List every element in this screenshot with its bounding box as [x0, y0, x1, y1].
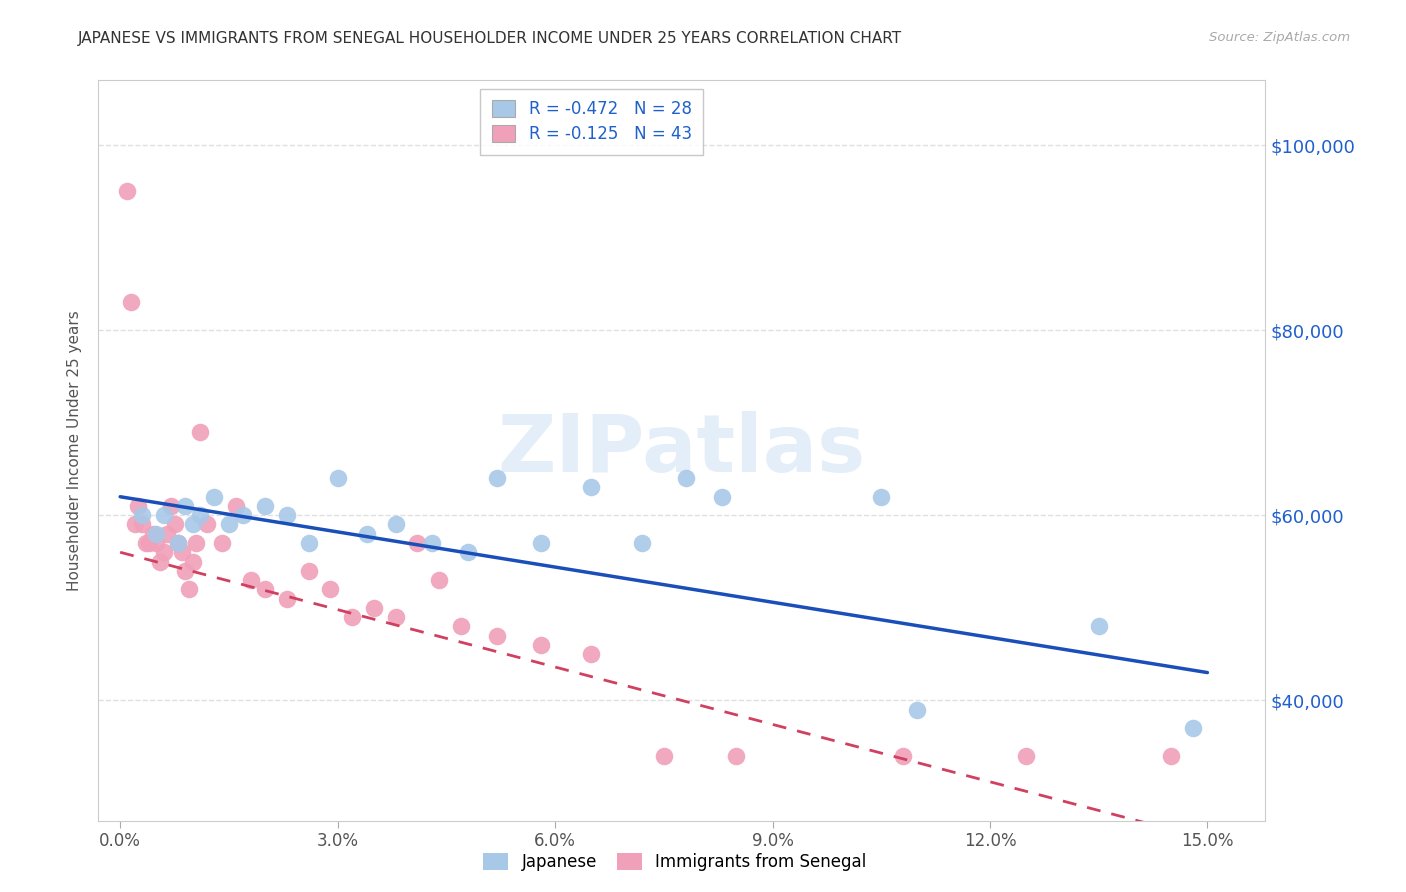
- Point: [225, 499, 247, 513]
- Point: [891, 748, 914, 763]
- Point: [870, 490, 893, 504]
- Point: [145, 526, 167, 541]
- Point: [167, 536, 190, 550]
- Point: [450, 619, 472, 633]
- Point: [152, 545, 174, 559]
- Point: [170, 545, 193, 559]
- Point: [907, 703, 929, 717]
- Point: [156, 526, 179, 541]
- Point: [239, 573, 262, 587]
- Legend: R = -0.472   N = 28, R = -0.125   N = 43: R = -0.472 N = 28, R = -0.125 N = 43: [481, 88, 703, 155]
- Point: [384, 517, 406, 532]
- Point: [124, 517, 146, 532]
- Point: [181, 517, 204, 532]
- Point: [276, 591, 298, 606]
- Point: [1015, 748, 1038, 763]
- Point: [174, 499, 197, 513]
- Point: [142, 526, 165, 541]
- Point: [254, 499, 277, 513]
- Point: [406, 536, 429, 550]
- Point: [631, 536, 654, 550]
- Point: [363, 600, 385, 615]
- Point: [356, 526, 378, 541]
- Point: [486, 471, 509, 485]
- Point: [117, 185, 139, 199]
- Point: [145, 536, 167, 550]
- Y-axis label: Householder Income Under 25 years: Householder Income Under 25 years: [67, 310, 83, 591]
- Point: [218, 517, 240, 532]
- Point: [211, 536, 233, 550]
- Text: ZIPatlas: ZIPatlas: [498, 411, 866, 490]
- Point: [529, 536, 551, 550]
- Point: [254, 582, 277, 597]
- Point: [195, 517, 218, 532]
- Point: [127, 499, 149, 513]
- Point: [326, 471, 349, 485]
- Point: [427, 573, 450, 587]
- Point: [177, 582, 200, 597]
- Point: [725, 748, 748, 763]
- Point: [652, 748, 675, 763]
- Point: [1181, 721, 1204, 735]
- Point: [1160, 748, 1182, 763]
- Point: [135, 536, 157, 550]
- Point: [181, 554, 204, 569]
- Text: JAPANESE VS IMMIGRANTS FROM SENEGAL HOUSEHOLDER INCOME UNDER 25 YEARS CORRELATIO: JAPANESE VS IMMIGRANTS FROM SENEGAL HOUS…: [77, 31, 901, 46]
- Point: [167, 536, 190, 550]
- Point: [131, 508, 153, 523]
- Point: [298, 564, 321, 578]
- Point: [120, 295, 142, 310]
- Point: [581, 481, 603, 495]
- Point: [163, 517, 186, 532]
- Point: [186, 536, 208, 550]
- Point: [232, 508, 254, 523]
- Point: [276, 508, 298, 523]
- Point: [298, 536, 321, 550]
- Point: [319, 582, 342, 597]
- Point: [131, 517, 153, 532]
- Point: [152, 508, 174, 523]
- Point: [457, 545, 479, 559]
- Point: [188, 425, 211, 439]
- Point: [1087, 619, 1109, 633]
- Legend: Japanese, Immigrants from Senegal: Japanese, Immigrants from Senegal: [475, 845, 875, 880]
- Point: [160, 499, 183, 513]
- Point: [529, 638, 551, 652]
- Point: [138, 536, 160, 550]
- Point: [202, 490, 225, 504]
- Point: [581, 647, 603, 661]
- Point: [420, 536, 443, 550]
- Point: [188, 508, 211, 523]
- Point: [384, 610, 406, 624]
- Point: [340, 610, 363, 624]
- Text: Source: ZipAtlas.com: Source: ZipAtlas.com: [1209, 31, 1350, 45]
- Point: [710, 490, 733, 504]
- Point: [486, 629, 509, 643]
- Point: [174, 564, 197, 578]
- Point: [675, 471, 697, 485]
- Point: [149, 554, 172, 569]
